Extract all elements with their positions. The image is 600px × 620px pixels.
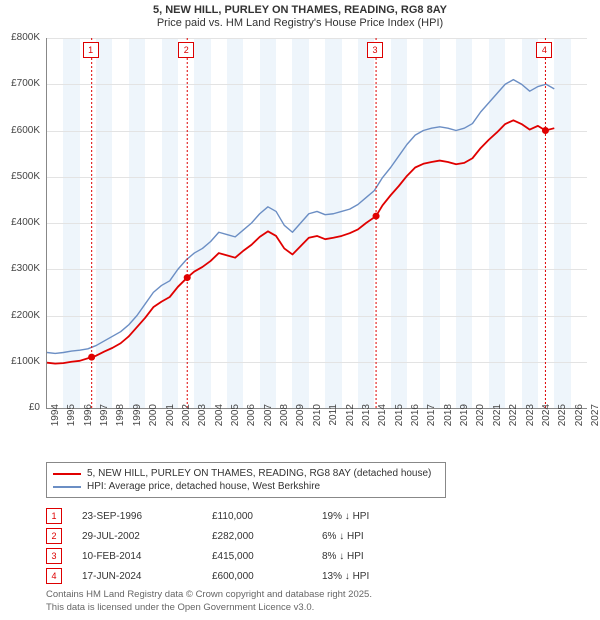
sale-marker-dot (184, 274, 191, 281)
sale-date: 23-SEP-1996 (82, 511, 212, 522)
chart-plot-area (46, 38, 587, 409)
y-axis-tick-label: £200K (0, 310, 44, 321)
x-axis-tick-label: 2004 (214, 404, 225, 444)
x-axis-tick-label: 2006 (246, 404, 257, 444)
x-axis-tick-label: 1994 (50, 404, 61, 444)
x-axis-tick-label: 2027 (590, 404, 600, 444)
sale-marker-4: 4 (46, 568, 62, 584)
x-axis-tick-label: 2020 (475, 404, 486, 444)
series-line-price_paid (47, 120, 554, 363)
x-axis-tick-label: 1995 (66, 404, 77, 444)
sale-marker-dot (88, 354, 95, 361)
y-axis-tick-label: £0 (0, 402, 44, 413)
x-axis-tick-label: 1999 (132, 404, 143, 444)
y-axis-tick-label: £600K (0, 125, 44, 136)
x-axis-tick-label: 2001 (165, 404, 176, 444)
x-axis-tick-label: 2012 (345, 404, 356, 444)
legend-box: 5, NEW HILL, PURLEY ON THAMES, READING, … (46, 462, 446, 498)
table-row: 1 23-SEP-1996 £110,000 19% ↓ HPI (46, 506, 442, 526)
legend-label-series1: 5, NEW HILL, PURLEY ON THAMES, READING, … (87, 468, 431, 479)
x-axis-tick-label: 2008 (279, 404, 290, 444)
sale-price: £282,000 (212, 531, 322, 542)
x-axis-tick-label: 1997 (99, 404, 110, 444)
x-axis-tick-label: 2005 (230, 404, 241, 444)
copyright-line1: Contains HM Land Registry data © Crown c… (46, 589, 372, 601)
legend-swatch-series1 (53, 473, 81, 475)
sale-marker-box: 3 (367, 42, 383, 58)
sale-marker-3: 3 (46, 548, 62, 564)
x-axis-tick-label: 2023 (525, 404, 536, 444)
x-axis-tick-label: 1998 (115, 404, 126, 444)
x-axis-tick-label: 2009 (295, 404, 306, 444)
x-axis-tick-label: 2002 (181, 404, 192, 444)
x-axis-tick-label: 2017 (426, 404, 437, 444)
y-axis-tick-label: £400K (0, 217, 44, 228)
y-axis-tick-label: £100K (0, 356, 44, 367)
legend-label-series2: HPI: Average price, detached house, West… (87, 481, 320, 492)
x-axis-tick-label: 2021 (492, 404, 503, 444)
sale-price: £415,000 (212, 551, 322, 562)
sales-table: 1 23-SEP-1996 £110,000 19% ↓ HPI 2 29-JU… (46, 506, 442, 586)
table-row: 4 17-JUN-2024 £600,000 13% ↓ HPI (46, 566, 442, 586)
x-axis-tick-label: 2022 (508, 404, 519, 444)
sale-price: £110,000 (212, 511, 322, 522)
chart-svg (47, 38, 587, 408)
x-axis-tick-label: 2003 (197, 404, 208, 444)
sale-marker-box: 1 (83, 42, 99, 58)
x-axis-tick-label: 2016 (410, 404, 421, 444)
x-axis-tick-label: 2011 (328, 404, 339, 444)
sale-diff: 13% ↓ HPI (322, 571, 442, 582)
x-axis-tick-label: 2000 (148, 404, 159, 444)
x-axis-tick-label: 2024 (541, 404, 552, 444)
sale-marker-1: 1 (46, 508, 62, 524)
y-axis-tick-label: £700K (0, 78, 44, 89)
sale-marker-dot (542, 127, 549, 134)
x-axis-tick-label: 2014 (377, 404, 388, 444)
y-axis-tick-label: £500K (0, 171, 44, 182)
x-axis-tick-label: 2019 (459, 404, 470, 444)
y-axis-tick-label: £300K (0, 263, 44, 274)
x-axis-tick-label: 2025 (557, 404, 568, 444)
x-axis-tick-label: 2010 (312, 404, 323, 444)
series-line-hpi (47, 80, 554, 354)
sale-diff: 6% ↓ HPI (322, 531, 442, 542)
sale-diff: 19% ↓ HPI (322, 511, 442, 522)
sale-diff: 8% ↓ HPI (322, 551, 442, 562)
copyright-line2: This data is licensed under the Open Gov… (46, 602, 372, 614)
x-axis-tick-label: 2026 (574, 404, 585, 444)
sale-marker-2: 2 (46, 528, 62, 544)
sale-date: 29-JUL-2002 (82, 531, 212, 542)
sale-date: 17-JUN-2024 (82, 571, 212, 582)
x-axis-tick-label: 2018 (443, 404, 454, 444)
x-axis-tick-label: 2007 (263, 404, 274, 444)
table-row: 3 10-FEB-2014 £415,000 8% ↓ HPI (46, 546, 442, 566)
legend-swatch-series2 (53, 486, 81, 488)
sale-price: £600,000 (212, 571, 322, 582)
x-axis-tick-label: 2013 (361, 404, 372, 444)
sale-date: 10-FEB-2014 (82, 551, 212, 562)
chart-subtitle: Price paid vs. HM Land Registry's House … (0, 17, 600, 31)
sale-marker-box: 4 (536, 42, 552, 58)
table-row: 2 29-JUL-2002 £282,000 6% ↓ HPI (46, 526, 442, 546)
chart-title: 5, NEW HILL, PURLEY ON THAMES, READING, … (0, 0, 600, 17)
x-axis-tick-label: 2015 (394, 404, 405, 444)
sale-marker-box: 2 (178, 42, 194, 58)
copyright-text: Contains HM Land Registry data © Crown c… (46, 589, 372, 614)
sale-marker-dot (373, 213, 380, 220)
y-axis-tick-label: £800K (0, 32, 44, 43)
x-axis-tick-label: 1996 (83, 404, 94, 444)
